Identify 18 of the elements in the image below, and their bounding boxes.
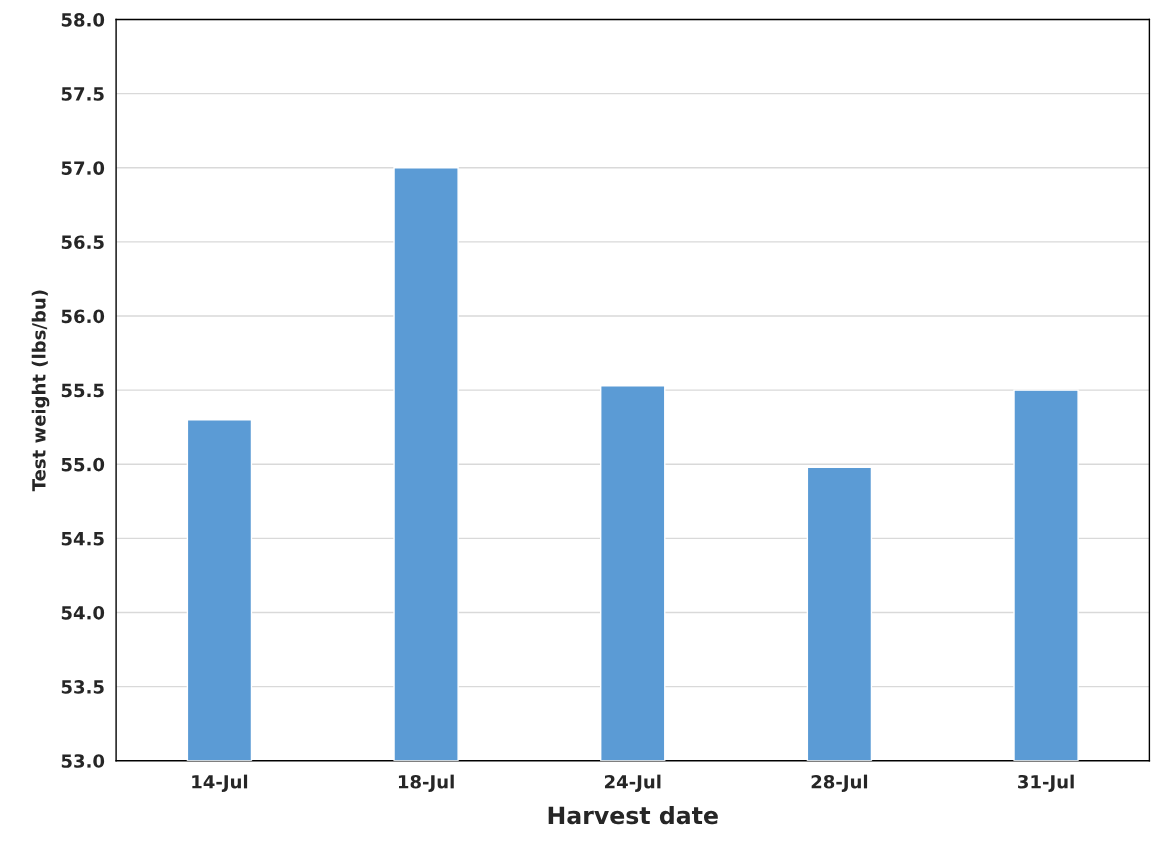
- y-tick-label: 53.0: [61, 754, 105, 768]
- x-tick-label: 24-Jul: [604, 774, 661, 792]
- y-tick-label: 56.0: [61, 309, 105, 324]
- x-axis-title: Harvest date: [548, 806, 718, 825]
- y-tick-label: 54.0: [61, 605, 105, 620]
- y-tick-label: 58.0: [61, 13, 105, 27]
- y-tick-label: 57.5: [61, 87, 104, 101]
- x-tick-label: 31-Jul: [1018, 774, 1074, 792]
- y-tick-label: 56.5: [61, 235, 104, 250]
- x-tick-label: 28-Jul: [811, 774, 868, 792]
- y-tick-label: 55.0: [61, 457, 105, 472]
- y-axis-title: Test weight (lbs/bu): [31, 290, 50, 492]
- x-tick-label: 14-Jul: [192, 774, 248, 792]
- y-tick-label: 54.5: [61, 532, 104, 546]
- y-tick-label: 55.5: [61, 383, 104, 398]
- y-tick-label: 57.0: [61, 161, 105, 175]
- y-tick-label: 53.5: [61, 680, 104, 694]
- x-tick-label: 18-Jul: [398, 774, 454, 792]
